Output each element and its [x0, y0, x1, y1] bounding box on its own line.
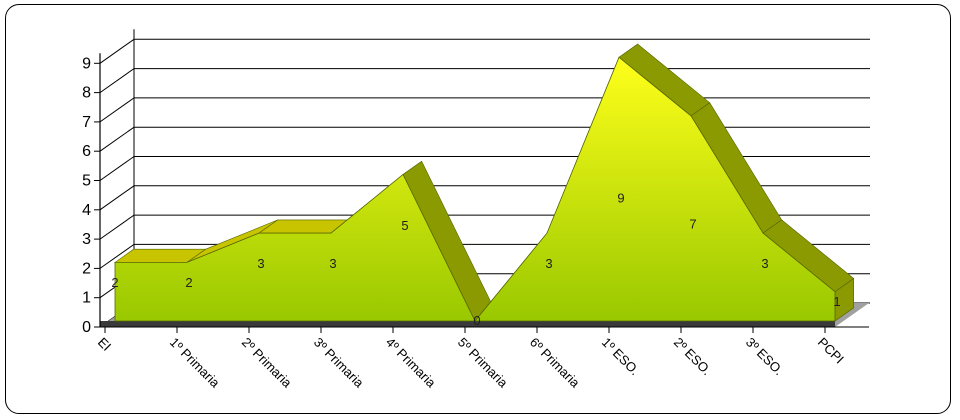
data-label: 3: [761, 256, 768, 271]
x-tick-label: 3º Primaria: [311, 335, 367, 391]
data-label: 2: [111, 275, 118, 290]
y-tick-label: 8: [82, 85, 91, 102]
grid-depth-line: [99, 126, 135, 152]
y-tick-label: 9: [82, 55, 91, 72]
data-label: 3: [257, 256, 264, 271]
grid-depth-line: [99, 97, 135, 123]
grid-depth-line: [99, 214, 135, 240]
data-label: 2: [185, 275, 192, 290]
x-tick-label: EI: [95, 335, 114, 354]
grid-depth-line: [99, 156, 135, 181]
data-label: 1: [833, 294, 840, 309]
x-tick-label: PCPI: [815, 335, 847, 367]
y-tick-label: 5: [82, 173, 91, 190]
y-tick-label: 7: [82, 114, 91, 131]
grid-depth-line: [99, 243, 135, 269]
grid-depth-line: [99, 68, 135, 94]
data-label: 5: [401, 218, 408, 233]
x-tick-label: 3º ESO.: [743, 335, 787, 379]
x-tick-label: 1º Primaria: [167, 335, 223, 391]
x-tick-label: 6º Primaria: [527, 335, 583, 391]
y-tick-label: 1: [82, 290, 91, 307]
area-front-face: [114, 56, 836, 322]
y-tick-label: 6: [82, 143, 91, 160]
y-tick-label: 0: [82, 319, 91, 336]
data-label: 9: [617, 190, 624, 205]
x-tick-label: 1º ESO.: [599, 335, 643, 379]
data-label: 0: [473, 313, 480, 328]
x-tick-label: 4º Primaria: [383, 335, 439, 391]
x-tick-label: 5º Primaria: [455, 335, 511, 391]
data-label: 7: [689, 217, 696, 232]
data-label: 3: [545, 256, 552, 271]
y-tick-label: 2: [82, 260, 91, 277]
grid-depth-line: [99, 185, 135, 211]
floor-front: [100, 321, 835, 327]
y-tick-label: 4: [82, 202, 91, 219]
x-tick-label: 2º Primaria: [239, 335, 295, 391]
data-label: 3: [329, 256, 336, 271]
chart-frame: [5, 4, 951, 414]
grid-depth-line: [99, 38, 135, 64]
y-tick-label: 3: [82, 231, 91, 248]
x-tick-label: 2º ESO.: [671, 335, 715, 379]
